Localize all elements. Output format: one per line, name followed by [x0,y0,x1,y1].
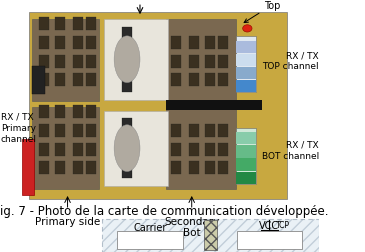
Bar [55,106,65,119]
Bar [86,162,96,175]
Bar [166,20,236,102]
Text: TCP: TCP [276,220,290,229]
Bar [218,162,228,175]
Bar [73,162,83,175]
Bar [73,106,83,119]
Bar [102,219,319,252]
Bar [171,55,181,68]
Bar [39,74,49,87]
Bar [73,55,83,68]
Bar [86,106,96,119]
Bar [205,124,215,137]
Bar [39,143,49,156]
Bar [39,162,49,175]
Bar [55,55,65,68]
Bar [189,124,200,137]
Bar [39,37,49,50]
Bar [55,143,65,156]
Bar [171,162,181,175]
Text: VCC: VCC [258,220,279,230]
Bar [236,37,256,93]
Bar [205,55,215,68]
Bar [55,74,65,87]
Bar [32,108,99,190]
Bar [236,128,256,184]
Bar [122,27,132,93]
Bar [205,37,215,50]
Bar [102,219,319,252]
Ellipse shape [114,125,140,172]
Ellipse shape [114,37,140,83]
Bar [73,18,83,31]
Bar [218,143,228,156]
Bar [218,55,228,68]
Bar [189,143,200,156]
Text: Top: Top [244,1,281,23]
Text: RX / TX
TOP channel: RX / TX TOP channel [262,51,319,71]
Bar [171,74,181,87]
Bar [32,20,99,102]
Bar [236,146,256,158]
Bar [73,37,83,50]
Bar [166,108,236,190]
Bar [86,143,96,156]
Bar [86,74,96,87]
Bar [204,220,217,250]
Bar [218,124,228,137]
Bar [218,37,228,50]
Bar [236,159,256,171]
Bar [22,139,34,195]
Text: Secondary
Bot: Secondary Bot [164,216,219,237]
Bar [55,124,65,137]
Bar [86,55,96,68]
Bar [104,20,168,100]
Bar [39,55,49,68]
Bar [29,13,288,199]
Bar [236,133,256,145]
Text: Carrier: Carrier [133,222,167,232]
Bar [73,143,83,156]
Bar [189,162,200,175]
Text: Primary side: Primary side [35,216,100,226]
Bar [104,111,168,186]
Text: RX / TX
Primary
channel: RX / TX Primary channel [1,113,36,144]
Bar [236,41,256,53]
Bar [55,37,65,50]
Bar [171,143,181,156]
Bar [73,124,83,137]
Bar [86,18,96,31]
Bar [205,162,215,175]
Bar [236,172,256,184]
Bar [39,18,49,31]
Text: ig. 7 - Photo de la carte de communication développée.: ig. 7 - Photo de la carte de communicati… [0,204,328,217]
Bar [166,101,262,110]
Bar [189,55,200,68]
Bar [39,106,49,119]
Bar [55,18,65,31]
Bar [73,74,83,87]
Bar [236,68,256,80]
Bar [205,143,215,156]
Bar [118,231,182,249]
Text: RX / TX
BOT channel: RX / TX BOT channel [262,140,319,161]
Bar [32,67,45,94]
Bar [86,124,96,137]
Bar [205,74,215,87]
Bar [86,37,96,50]
Bar [189,37,200,50]
Bar [55,162,65,175]
Bar [237,231,302,249]
Bar [218,74,228,87]
Bar [39,124,49,137]
Circle shape [243,26,252,33]
Bar [122,119,132,178]
Bar [189,74,200,87]
Bar [236,54,256,67]
Bar [171,37,181,50]
Bar [236,81,256,93]
Bar [171,124,181,137]
